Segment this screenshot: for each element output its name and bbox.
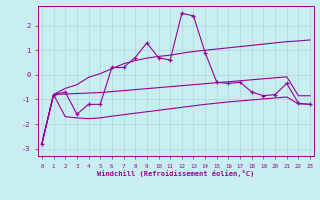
X-axis label: Windchill (Refroidissement éolien,°C): Windchill (Refroidissement éolien,°C) xyxy=(97,170,255,177)
